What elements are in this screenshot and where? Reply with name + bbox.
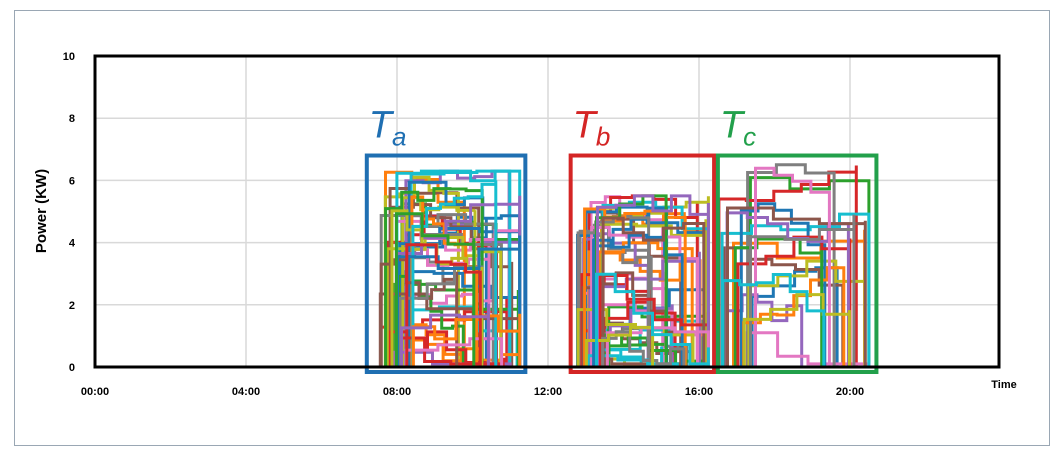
x-tick-label-1: 04:00 bbox=[232, 386, 260, 398]
y-tick-label-5: 10 bbox=[63, 51, 75, 63]
series-line-68 bbox=[600, 219, 708, 367]
x-axis-ticks: 00:00 04:00 08:00 12:00 16:00 20:00 bbox=[81, 386, 864, 398]
series-line-34 bbox=[395, 195, 522, 367]
series-line-44 bbox=[400, 303, 490, 367]
series-line-42 bbox=[394, 212, 476, 367]
series-line-92 bbox=[748, 176, 871, 367]
series-line-105 bbox=[726, 206, 867, 367]
series-line-106 bbox=[754, 166, 831, 367]
series-line-96 bbox=[745, 331, 871, 367]
series-line-84 bbox=[596, 194, 710, 367]
series-line-109 bbox=[721, 273, 826, 367]
series-line-36 bbox=[404, 337, 504, 367]
time-regions: Ta Tb Tc bbox=[364, 105, 879, 374]
region-label-main-1: T bbox=[573, 105, 599, 147]
y-tick-label-0: 0 bbox=[69, 362, 75, 374]
y-tick-label-2: 4 bbox=[69, 238, 76, 250]
region-box-Tc bbox=[715, 153, 879, 374]
series-line-81 bbox=[583, 207, 687, 367]
series-line-8 bbox=[383, 175, 460, 367]
series-line-85 bbox=[601, 216, 706, 367]
region-label-sub-1: b bbox=[596, 122, 610, 152]
series-line-29 bbox=[395, 169, 522, 367]
series-line-40 bbox=[396, 235, 522, 367]
series-line-99 bbox=[720, 212, 871, 367]
plot-area-frame bbox=[93, 54, 1001, 369]
x-tick-label-5: 20:00 bbox=[836, 386, 864, 398]
series-line-41 bbox=[411, 313, 522, 367]
figure-border bbox=[14, 10, 1050, 446]
series-line-100 bbox=[739, 202, 827, 367]
y-axis-label: Power (KW) bbox=[33, 169, 50, 253]
series-line-24 bbox=[392, 350, 512, 367]
x-tick-label-2: 08:00 bbox=[383, 386, 411, 398]
region-label-Tc: Tc bbox=[720, 105, 756, 152]
y-tick-label-4: 8 bbox=[69, 113, 75, 125]
y-tick-label-3: 6 bbox=[69, 175, 75, 187]
x-tick-label-4: 16:00 bbox=[685, 386, 713, 398]
region-label-main-2: T bbox=[720, 105, 746, 147]
y-tick-label-1: 2 bbox=[69, 300, 75, 312]
region-label-sub-2: c bbox=[743, 122, 756, 152]
region-label-Ta: Ta bbox=[369, 105, 407, 152]
x-axis-label: Time bbox=[991, 379, 1016, 391]
series-line-39 bbox=[411, 180, 498, 367]
region-box-Ta bbox=[364, 153, 528, 374]
x-tick-label-3: 12:00 bbox=[534, 386, 562, 398]
region-label-Tb: Tb bbox=[573, 105, 611, 152]
x-tick-label-0: 00:00 bbox=[81, 386, 109, 398]
series-line-43 bbox=[405, 243, 482, 367]
series-line-97 bbox=[746, 163, 836, 367]
region-label-sub-0: a bbox=[392, 122, 406, 152]
series-lines bbox=[378, 163, 871, 367]
y-axis-ticks: 0 2 4 6 8 10 bbox=[63, 51, 76, 374]
series-line-32 bbox=[384, 187, 484, 367]
series-line-71 bbox=[587, 241, 694, 367]
series-line-108 bbox=[742, 293, 851, 367]
series-line-80 bbox=[592, 233, 684, 367]
region-label-main-0: T bbox=[369, 105, 395, 147]
region-box-Tb bbox=[568, 153, 717, 374]
series-line-89 bbox=[595, 272, 710, 367]
series-line-107 bbox=[749, 214, 856, 367]
